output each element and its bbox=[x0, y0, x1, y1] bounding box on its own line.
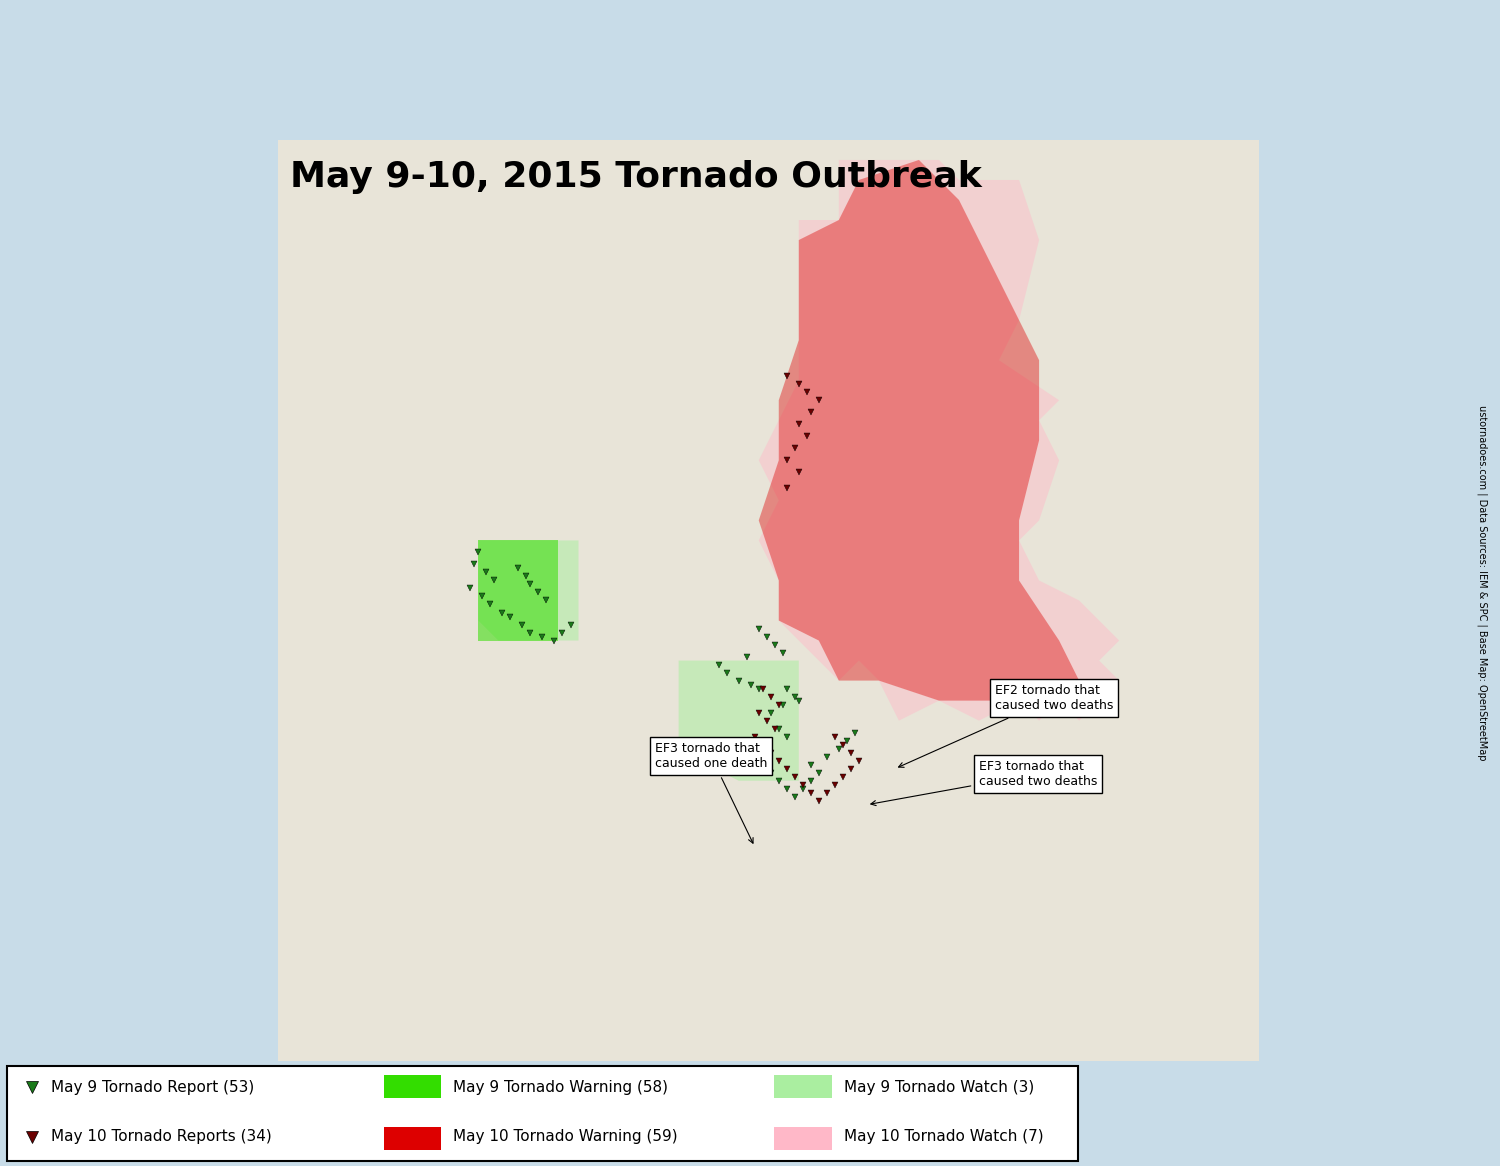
Text: May 10 Tornado Watch (7): May 10 Tornado Watch (7) bbox=[844, 1129, 1044, 1144]
Text: May 9 Tornado Watch (3): May 9 Tornado Watch (3) bbox=[844, 1080, 1034, 1095]
Polygon shape bbox=[759, 160, 1078, 701]
FancyBboxPatch shape bbox=[774, 1075, 832, 1098]
Text: EF2 tornado that
caused two deaths: EF2 tornado that caused two deaths bbox=[898, 683, 1113, 767]
Text: May 9 Tornado Report (53): May 9 Tornado Report (53) bbox=[51, 1080, 254, 1095]
Text: May 9-10, 2015 Tornado Outbreak: May 9-10, 2015 Tornado Outbreak bbox=[290, 160, 982, 194]
Polygon shape bbox=[478, 540, 558, 640]
Polygon shape bbox=[678, 661, 800, 781]
FancyBboxPatch shape bbox=[384, 1075, 441, 1098]
Text: May 10 Tornado Warning (59): May 10 Tornado Warning (59) bbox=[453, 1129, 678, 1144]
FancyBboxPatch shape bbox=[774, 1128, 832, 1150]
Polygon shape bbox=[478, 540, 579, 640]
FancyBboxPatch shape bbox=[384, 1128, 441, 1150]
Text: May 9 Tornado Warning (58): May 9 Tornado Warning (58) bbox=[453, 1080, 668, 1095]
Text: EF3 tornado that
caused two deaths: EF3 tornado that caused two deaths bbox=[871, 760, 1098, 806]
Text: ustornadoes.com | Data Sources: IEM & SPC | Base Map: OpenStreetMap: ustornadoes.com | Data Sources: IEM & SP… bbox=[1476, 406, 1486, 760]
Text: EF3 tornado that
caused one death: EF3 tornado that caused one death bbox=[654, 742, 766, 843]
Text: May 10 Tornado Reports (34): May 10 Tornado Reports (34) bbox=[51, 1129, 272, 1144]
FancyBboxPatch shape bbox=[8, 1066, 1078, 1161]
Polygon shape bbox=[759, 160, 1119, 721]
